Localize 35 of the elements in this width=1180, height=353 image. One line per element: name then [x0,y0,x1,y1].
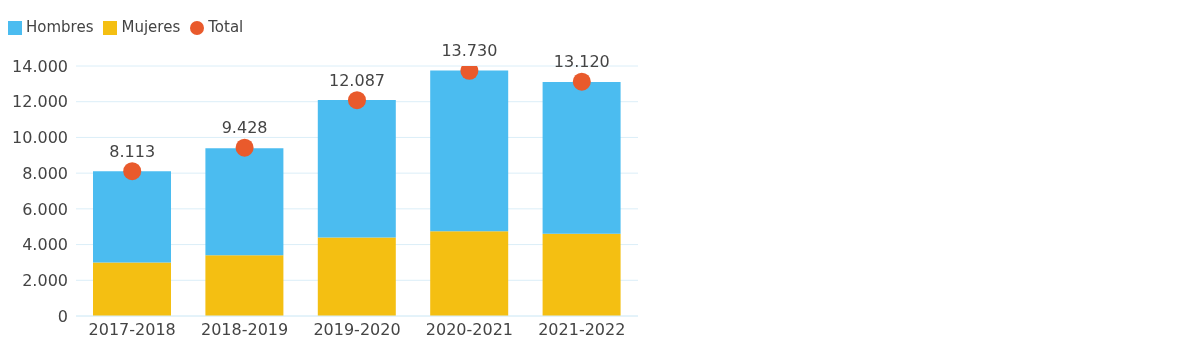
bar [317,99,396,238]
point [348,91,366,110]
bar [93,171,171,263]
y-tick-label: 14.000 [12,56,68,76]
point [235,138,254,157]
data-label: 8.113 [109,141,156,161]
data-label: 9.428 [221,118,268,138]
x-tick-label: 2021-2022 [538,320,626,340]
point [572,72,591,91]
y-tick-label: 12.000 [12,92,68,112]
x-tick-label: 2017-2018 [88,320,176,340]
data-label: 13.730 [441,41,498,61]
x-tick-label: 2018-2019 [200,320,289,340]
legend-label: Total [208,18,244,36]
data-label: 13.120 [553,52,610,72]
y-tick-label: 8.000 [22,163,68,183]
y-tick-label: 6.000 [22,199,68,219]
x-tick-label: 2019-2020 [313,320,401,340]
legend-label: Hombres [26,18,94,36]
point [123,162,142,181]
bar [205,255,284,316]
bar [93,262,171,316]
y-tick-label: 0 [57,306,68,326]
y-tick-label: 10.000 [12,128,68,148]
x-tick-label: 2020-2021 [425,320,514,340]
bar [430,231,509,316]
y-tick-label: 2.000 [22,270,68,290]
bar [317,237,396,316]
legend-label: Mujeres [121,18,181,36]
bar [542,233,621,316]
data-label: 12.087 [329,70,385,90]
bar [542,82,621,234]
bar [430,70,509,232]
bar [205,148,284,256]
y-tick-label: 4.000 [22,235,68,255]
